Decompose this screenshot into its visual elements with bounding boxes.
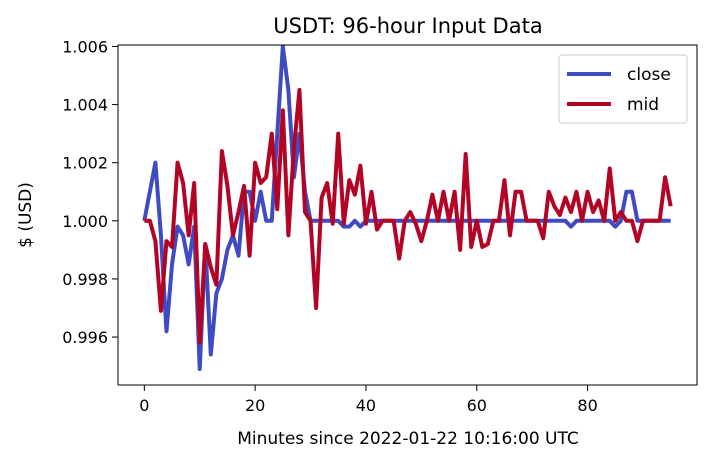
x-axis-label: Minutes since 2022-01-22 10:16:00 UTC (237, 429, 579, 449)
legend-label-close: close (627, 65, 671, 85)
x-tick-label: 40 (356, 396, 376, 415)
plot-frame (117, 44, 698, 386)
x-tick-label: 60 (467, 396, 487, 415)
x-axis: 0 20 40 60 80 (139, 385, 598, 415)
y-tick-label: 1.002 (62, 154, 108, 173)
legend-label-mid: mid (627, 95, 659, 115)
legend: close mid (558, 54, 688, 124)
y-tick-label: 0.996 (62, 328, 108, 347)
chart-title: USDT: 96-hour Input Data (273, 14, 542, 38)
x-tick-label: 80 (577, 396, 597, 415)
series-line-mid (144, 88, 673, 345)
y-tick-label: 1.004 (62, 96, 108, 115)
y-axis-label: $ (USD) (16, 182, 36, 248)
y-tick-label: 0.998 (62, 270, 108, 289)
y-axis: 0.996 0.998 1.000 1.002 1.004 1.006 (62, 37, 118, 347)
y-tick-label: 1.000 (62, 212, 108, 231)
x-tick-label: 0 (139, 396, 149, 415)
series-layer (142, 44, 673, 372)
y-tick-label: 1.006 (62, 37, 108, 56)
x-tick-label: 20 (245, 396, 265, 415)
